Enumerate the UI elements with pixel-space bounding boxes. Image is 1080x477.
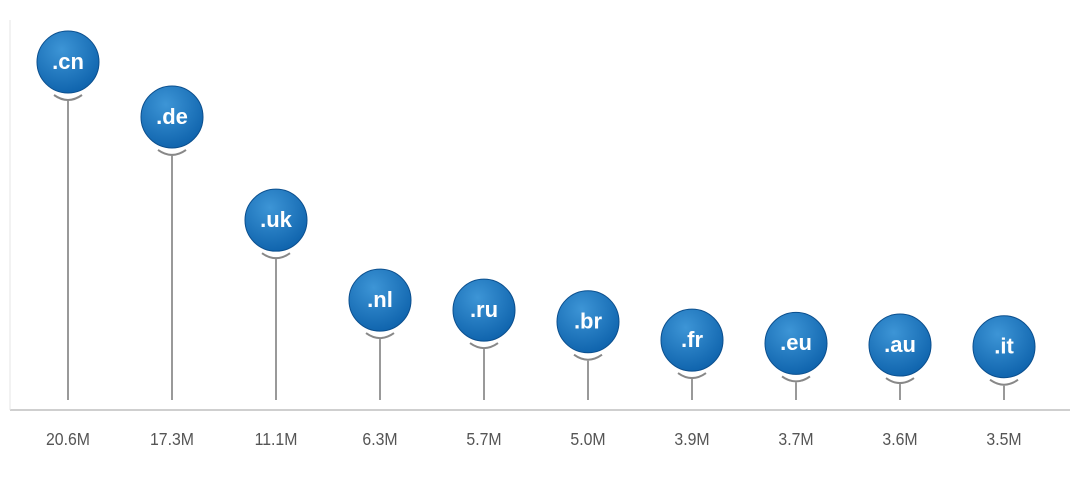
ball xyxy=(140,85,204,149)
category-label: .br xyxy=(574,309,603,334)
ball-shadow xyxy=(157,149,187,156)
category-label: .eu xyxy=(780,330,812,355)
ball xyxy=(972,315,1036,379)
value-label: 5.0M xyxy=(570,429,605,449)
value-label: 17.3M xyxy=(150,429,194,449)
category-label: .uk xyxy=(260,207,293,232)
ball xyxy=(868,313,932,377)
value-label: 11.1M xyxy=(255,429,298,449)
category-label: .ru xyxy=(470,297,498,322)
ball-shadow xyxy=(885,377,915,385)
value-label: 3.5M xyxy=(986,429,1021,449)
category-label: .de xyxy=(156,104,188,129)
category-label: .cn xyxy=(52,49,84,74)
category-label: .au xyxy=(884,332,916,357)
value-label: 6.3M xyxy=(362,429,397,449)
ball-shadow xyxy=(469,342,499,350)
ball-shadow xyxy=(989,378,1019,386)
category-label: .it xyxy=(994,334,1014,359)
value-label: 3.7M xyxy=(778,429,813,449)
value-label: 5.7M xyxy=(466,429,501,449)
ball xyxy=(764,311,828,375)
ball-shadow xyxy=(677,372,707,380)
ball xyxy=(452,278,516,342)
ball-shadow xyxy=(261,252,291,260)
ball xyxy=(36,30,100,94)
value-label: 3.9M xyxy=(674,429,709,449)
ball xyxy=(660,308,724,372)
ball xyxy=(348,268,412,332)
ball xyxy=(556,290,620,354)
category-label: .fr xyxy=(681,327,703,352)
ball-shadow xyxy=(781,375,811,383)
category-label: .nl xyxy=(367,287,393,312)
value-label: 20.6M xyxy=(46,429,90,449)
ball-shadow xyxy=(573,353,603,361)
ball xyxy=(244,188,308,252)
ball-shadow xyxy=(53,94,83,101)
ball-shadow xyxy=(365,332,395,340)
value-label: 3.6M xyxy=(882,429,917,449)
